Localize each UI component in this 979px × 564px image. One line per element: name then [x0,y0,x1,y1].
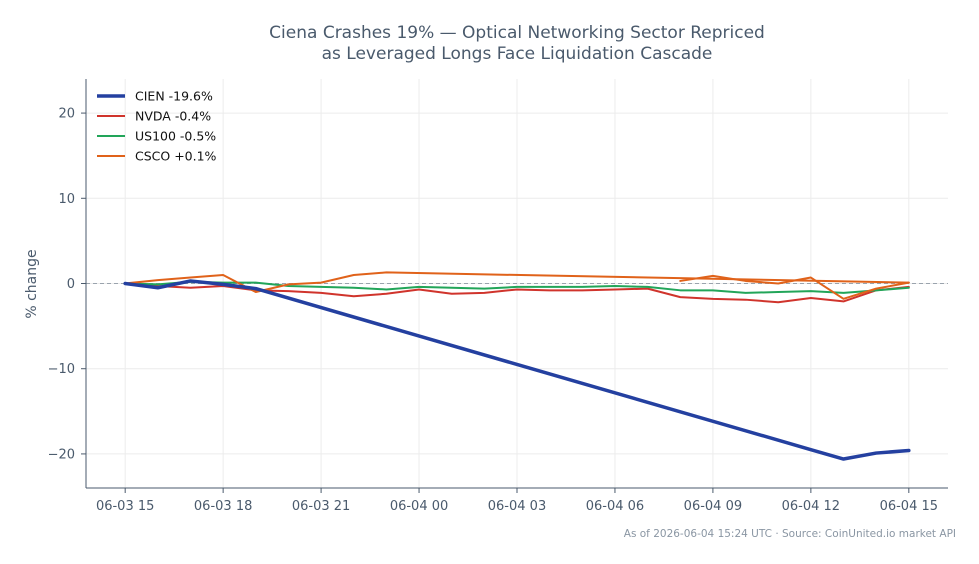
x-tick-label-2: 06-03 21 [292,499,350,514]
x-tick-label-5: 06-04 06 [586,499,644,514]
series-line-0 [123,279,911,461]
legend-label-1: NVDA -0.4% [135,109,211,124]
chart-title-line-1: Ciena Crashes 19% — Optical Networking S… [269,23,765,43]
y-axis-label: % change [24,249,40,318]
legend-label-0: CIEN -19.6% [135,89,213,104]
legend-label-3: CSCO +0.1% [135,149,217,164]
series-line-2 [124,280,910,294]
footer-note: As of 2026-06-04 15:24 UTC · Source: Coi… [623,528,956,540]
legend-label-2: US100 -0.5% [135,129,216,144]
y-tick-label-1: 10 [58,192,75,207]
x-tick-label-7: 06-04 12 [782,499,840,514]
y-tick-label-2: 0 [67,277,75,292]
chart-title-line-2: as Leveraged Longs Face Liquidation Casc… [322,44,713,64]
series-line-3 [124,271,910,294]
x-tick-label-3: 06-04 00 [390,499,448,514]
x-tick-label-4: 06-04 03 [488,499,546,514]
x-tick-label-0: 06-03 15 [96,499,154,514]
axes: 06-03 15 06-03 18 06-03 21 06-04 00 06-04 03… [48,79,948,514]
legend: CIEN -19.6% NVDA -0.4% US100 -0.5% CSCO +0.… [97,89,217,164]
x-tick-label-1: 06-03 18 [194,499,252,514]
series-layer [123,271,911,461]
x-tick-label-6: 06-04 09 [684,499,742,514]
y-tick-label-4: −20 [48,447,75,462]
series-line-3-tail [679,274,910,300]
x-tick-label-8: 06-04 15 [880,499,938,514]
y-tick-label-3: −10 [48,362,75,377]
y-tick-label-0: 20 [58,107,75,122]
